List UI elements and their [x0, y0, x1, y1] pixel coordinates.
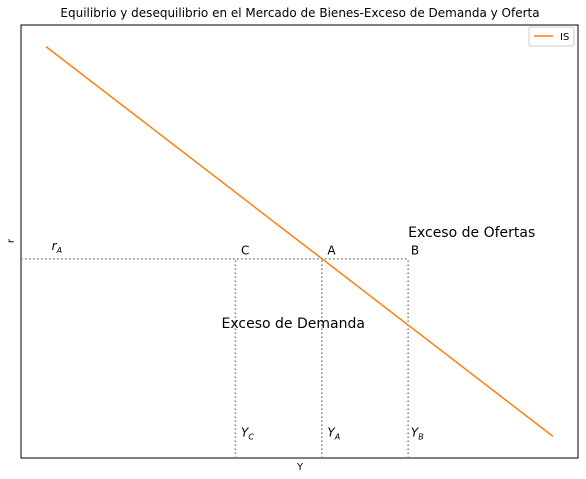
annotation-exceso-demanda: Exceso de Demanda [222, 316, 365, 332]
series-line-is [45, 46, 554, 437]
annotation-ra: rA [52, 239, 62, 255]
annotations: rA C A B YC YA YB Exceso de Ofertas Exceso de De… [52, 225, 536, 441]
legend-label-is: IS [560, 32, 569, 43]
reference-lines [21, 258, 409, 458]
annotation-a: A [327, 243, 336, 257]
annotation-b: B [411, 243, 419, 257]
annotation-ya: YA [327, 425, 340, 441]
series-layer [45, 46, 554, 437]
annotation-exceso-ofertas: Exceso de Ofertas [408, 225, 535, 241]
annotation-c: C [241, 243, 249, 257]
plot-frame [20, 24, 579, 459]
annotation-yc: YC [241, 425, 254, 441]
y-axis-label: r [6, 238, 17, 243]
chart-title: Equilibrio y desequilibrio en el Mercado… [60, 6, 539, 20]
legend: IS [528, 26, 575, 47]
x-axis-label: Y [296, 462, 304, 473]
annotation-yb: YB [411, 425, 424, 441]
